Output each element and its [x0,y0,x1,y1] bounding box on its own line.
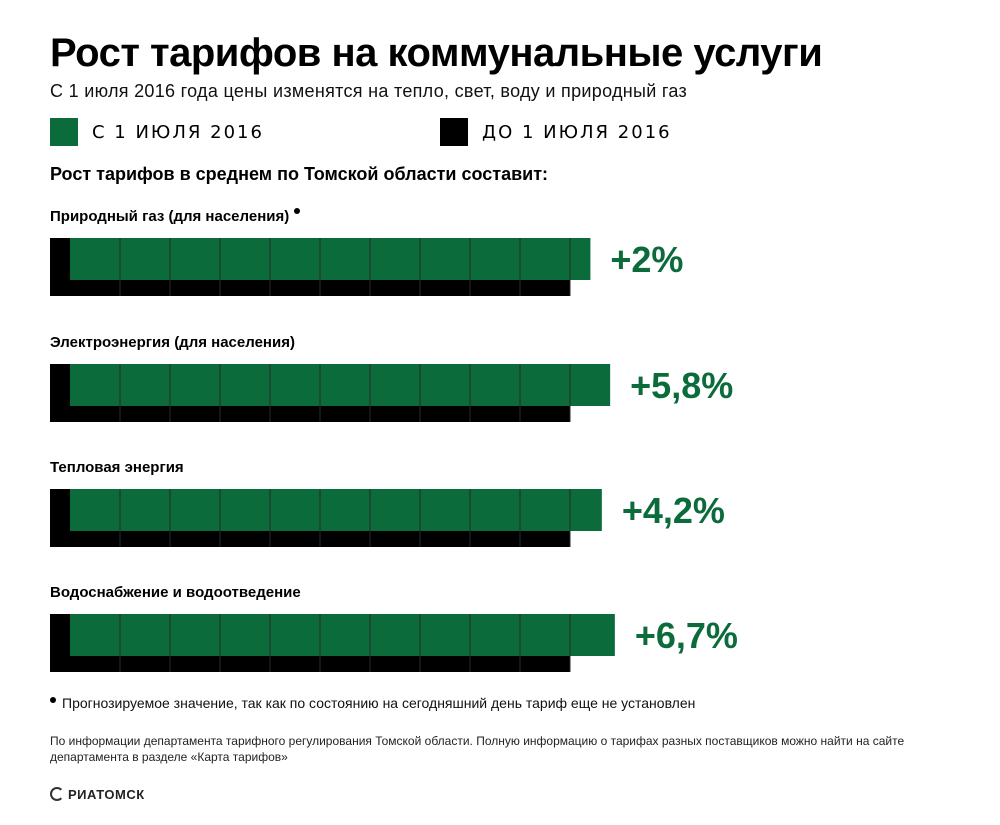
data-label: +6,7% [635,615,738,656]
page-title: Рост тарифов на коммунальные услуги [50,31,823,75]
data-label: +4,2% [622,490,725,531]
source-note: По информации департамента тарифного рег… [50,734,905,764]
page-subtitle: С 1 июля 2016 года цены изменятся на теп… [50,81,688,101]
footnote: Прогнозируемое значение, так как по сост… [50,695,695,711]
bar-new [70,364,611,406]
category-label-gas-text: Природный газ (для населения) [50,208,290,225]
logo-text: РИАТОМСК [68,786,145,802]
section-heading: Рост тарифов в среднем по Томской област… [50,164,549,184]
legend-label-old: ДО 1 ИЮЛЯ 2016 [482,121,672,143]
legend-label-new: С 1 ИЮЛЯ 2016 [92,121,264,143]
logo: РИАТОМСК [50,786,145,802]
legend-swatch-new [50,118,78,146]
forecast-marker-icon [294,208,301,214]
category-label-heat: Тепловая энергия [50,459,184,476]
data-label: +5,8% [630,365,733,406]
bar-new [70,614,615,656]
bar-new [70,489,602,531]
legend-item-new: С 1 ИЮЛЯ 2016 [50,118,264,146]
data-label: +2% [610,239,683,280]
category-label-electricity: Электроэнергия (для населения) [50,334,295,351]
bar-new [70,238,591,280]
category-label-water: Водоснабжение и водоотведение [50,584,301,601]
legend-item-old: ДО 1 ИЮЛЯ 2016 [440,118,672,146]
footnote-text: Прогнозируемое значение, так как по сост… [62,695,696,711]
logo-icon [50,787,64,801]
forecast-marker-icon [50,697,56,703]
category-label-gas: Природный газ (для населения) [50,208,301,225]
legend-swatch-old [440,118,468,146]
